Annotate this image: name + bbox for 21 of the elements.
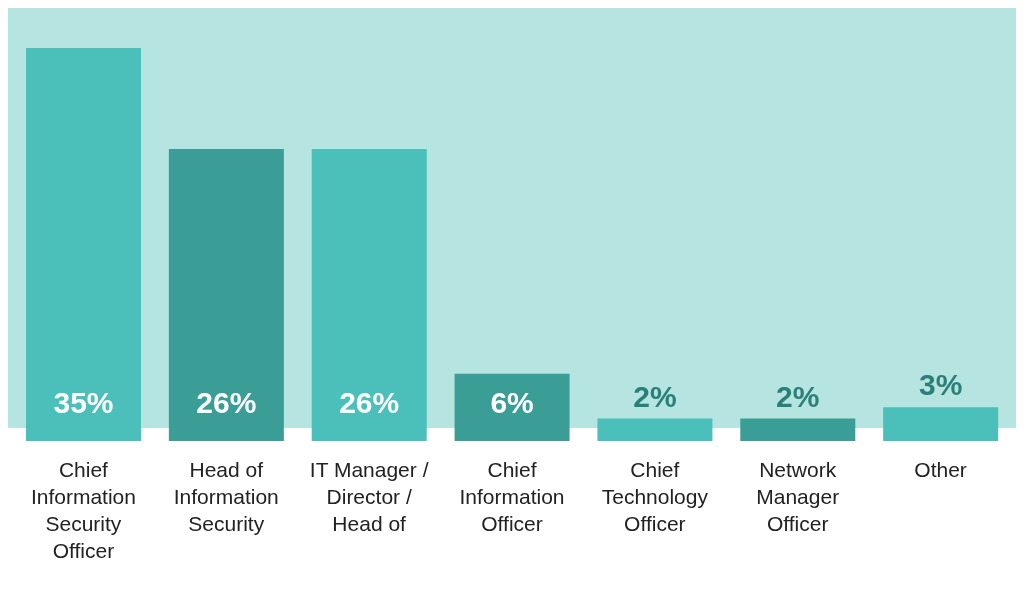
- data-label: 26%: [339, 386, 400, 419]
- x-tick-label: IT Manager / Director / Head of: [309, 458, 429, 535]
- bar: [883, 407, 999, 441]
- data-label: 6%: [490, 386, 534, 419]
- data-label: 2%: [633, 379, 677, 413]
- x-tick-label: Chief Information Security Officer: [30, 458, 136, 562]
- bar: [597, 418, 713, 441]
- x-tick-label: Chief Technology Officer: [601, 458, 709, 535]
- bar: [26, 48, 141, 441]
- x-tick-label: Network Manager Officer: [756, 458, 840, 535]
- data-label: 3%: [918, 368, 963, 402]
- x-tick-label: Head of Information Security: [173, 458, 279, 535]
- bar: [740, 418, 856, 441]
- data-label: 35%: [53, 386, 114, 419]
- x-tick-label: Other: [914, 458, 967, 481]
- data-label: 26%: [196, 386, 257, 419]
- data-label: 2%: [776, 379, 820, 413]
- bar: [311, 149, 427, 441]
- bar: [454, 373, 570, 441]
- x-tick-label: Chief Information Officer: [459, 458, 565, 535]
- bar: [168, 149, 284, 441]
